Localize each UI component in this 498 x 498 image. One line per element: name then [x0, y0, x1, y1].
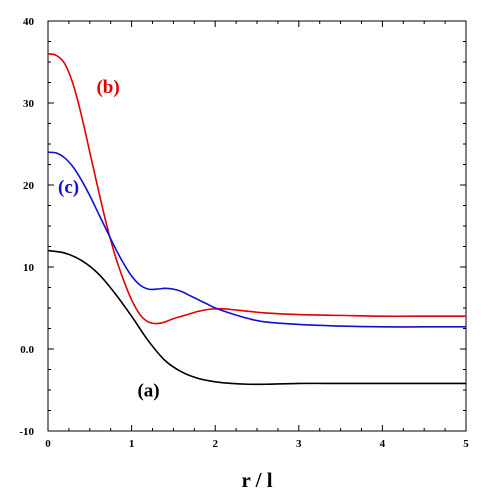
series-annotations: (b) (c) (a): [58, 77, 160, 401]
series-line-c: [47, 151, 466, 328]
y-tick-labels: -10 0.0 10 20 30 40: [19, 16, 34, 438]
x-tick-label: 4: [380, 438, 386, 450]
axis-ticks: [47, 20, 467, 432]
series-line-b: [47, 53, 466, 325]
series-label-a: (a): [137, 381, 159, 402]
y-tick-label: 20: [23, 180, 35, 192]
x-tick-labels: 0 1 2 3 4 5: [45, 438, 469, 450]
x-tick-label: 2: [212, 438, 218, 450]
series-label-b: (b): [96, 77, 119, 98]
x-tick-label: 1: [129, 438, 135, 450]
series-label-c: (c): [58, 177, 79, 198]
x-tick-label: 0: [45, 438, 51, 450]
x-tick-label: 5: [463, 438, 469, 450]
y-tick-label: 0.0: [20, 344, 34, 356]
y-tick-label: -10: [19, 426, 34, 438]
series-lines: [47, 53, 466, 386]
y-tick-label: 10: [23, 262, 35, 274]
y-tick-label: 30: [23, 98, 35, 110]
y-tick-label: 40: [23, 16, 35, 28]
x-tick-label: 3: [296, 438, 302, 450]
series-line-a: [47, 249, 466, 386]
x-axis-title: r / l: [241, 468, 272, 492]
